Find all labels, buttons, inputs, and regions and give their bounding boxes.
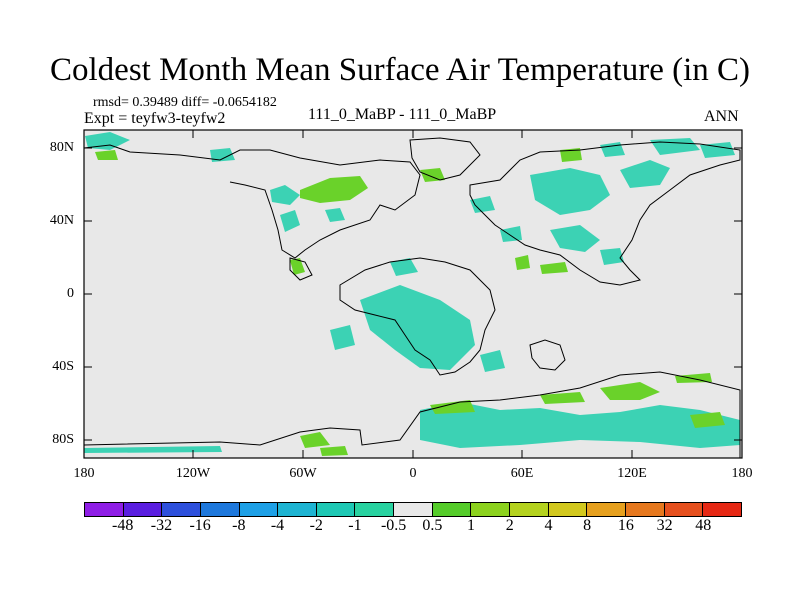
colorbar-swatch [625,503,665,516]
lon-tick-180e: 180 [731,466,753,481]
axis-ticks [84,130,742,458]
colorbar-label: 2 [505,517,514,534]
colorbar-swatch [510,503,549,516]
lon-tick-60w: 60W [289,466,317,481]
coastlines [83,137,741,459]
colorbar-label: 0.5 [422,517,443,534]
colorbar-label: -2 [309,517,323,534]
colorbar-swatch [239,503,279,516]
colorbar-swatch [703,503,741,516]
lon-tick-120w: 120W [175,466,211,481]
colorbar-label: -1 [348,517,362,534]
colorbar-swatch [123,503,163,516]
colorbar-swatch [200,503,240,516]
colorbar-swatch [316,503,356,516]
colorbar-label: 32 [656,517,673,534]
lon-tick-60e: 60E [510,466,534,481]
colorbar-swatch [278,503,317,516]
colorbar-label: -0.5 [380,517,407,534]
lat-tick-80n: 80N [49,140,74,155]
colorbar-swatch [394,503,433,516]
stats-label: rmsd= 0.39489 diff= -0.0654182 [93,95,277,110]
experiment-label: Expt = teyfw3-teyfw2 [84,110,226,127]
colorbar-label: 48 [695,517,712,534]
lat-tick-80s: 80S [52,432,74,447]
colorbar-label: 1 [467,517,476,534]
anomaly-patches [84,132,740,456]
lat-tick-40n: 40N [49,213,74,228]
lat-tick-0: 0 [67,286,74,301]
colorbar-label: -4 [270,517,285,534]
colorbar-swatch [355,503,395,516]
colorbar-swatch [432,503,472,516]
season-label: ANN [704,108,739,125]
lon-tick-180w: 180 [73,466,95,481]
lon-tick-0: 0 [409,466,417,481]
case-label: 111_0_MaBP - 111_0_MaBP [308,106,497,123]
colorbar-swatch [471,503,511,516]
colorbar-swatch [162,503,201,516]
colorbar-swatch [85,503,124,516]
colorbar [84,502,742,517]
colorbar-label: -48 [112,517,134,534]
colorbar-swatch [664,503,704,516]
colorbar-label: 8 [583,517,592,534]
colorbar-label: -32 [150,517,173,534]
lat-tick-40s: 40S [52,359,74,374]
lon-tick-120e: 120E [617,466,647,481]
colorbar-swatch [548,503,588,516]
colorbar-label: 4 [544,517,553,534]
plot-title: Coldest Month Mean Surface Air Temperatu… [50,52,750,88]
colorbar-label: 16 [617,517,634,534]
colorbar-labels: -48 -32 -16 -8 -4 -2 -1 -0.5 0.5 1 2 4 8 16 32 48 [84,517,742,537]
colorbar-label: -8 [232,517,246,534]
colorbar-swatch [587,503,626,516]
colorbar-label: -16 [189,517,211,534]
